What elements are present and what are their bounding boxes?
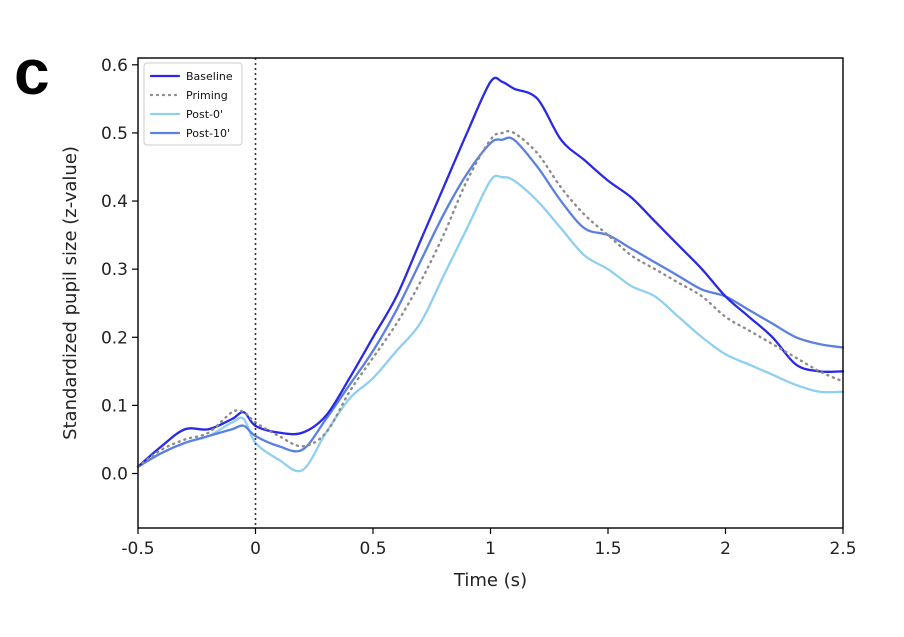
y-tick-label: 0.6 [101,56,128,76]
x-tick-label: 2.5 [829,539,856,559]
legend-label: Priming [186,89,228,102]
series-line-post-0 [136,174,845,473]
legend-box [143,62,243,146]
x-axis-label: Time (s) [453,570,527,591]
x-tick-label: 1 [485,539,496,559]
y-tick-label: 0.5 [101,124,128,144]
series-line-post-10 [136,136,845,468]
x-tick-label: 0 [250,539,261,559]
y-tick-label: 0.3 [101,260,128,280]
legend-label: Post-10' [186,127,230,140]
y-tick-label: 0.2 [101,328,128,348]
plot-frame [137,57,844,529]
y-tick-label: 0.4 [101,192,128,212]
y-tick-label: 0.0 [101,465,128,485]
panel-label: c [14,36,50,108]
y-axis-label: Standardized pupil size (z-value) [60,146,81,440]
y-tick-label: 0.1 [101,396,128,416]
x-tick-label: 0.5 [359,539,386,559]
series-line-baseline [136,76,845,468]
y-axis: 0.0 0.1 0.2 0.3 0.4 0.5 0.6 [101,56,138,485]
legend: Baseline Priming Post-0' Post-10' [143,62,243,146]
legend-label: Baseline [186,70,233,83]
series-layer [136,76,845,473]
legend-label: Post-0' [186,108,223,121]
x-tick-label: -0.5 [121,539,154,559]
x-axis: -0.5 0 0.5 1 1.5 2 2.5 [121,528,857,559]
series-line-priming [136,129,845,468]
x-tick-label: 2 [720,539,731,559]
x-tick-label: 1.5 [594,539,621,559]
